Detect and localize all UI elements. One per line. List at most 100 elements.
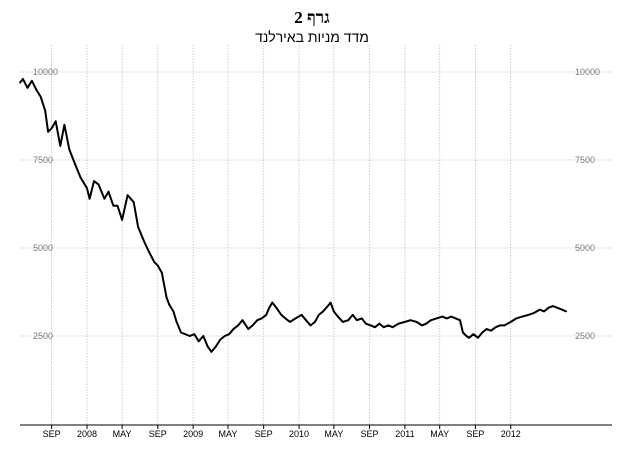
- data-point: [481, 331, 484, 334]
- data-point: [260, 317, 263, 320]
- data-point: [188, 335, 191, 337]
- data-point: [160, 271, 163, 274]
- data-point: [47, 130, 49, 133]
- x-tick-label: SEP: [466, 429, 484, 439]
- data-point: [490, 329, 492, 332]
- data-point: [477, 336, 479, 339]
- data-point: [54, 120, 57, 123]
- x-axis-ticks: SEP 2008 MAY SEP 2009 MAY SEP 2010 MAY SEP 2011 MAY…: [43, 425, 521, 439]
- data-point: [237, 324, 240, 327]
- data-point: [206, 345, 209, 348]
- x-tick-label: SEP: [361, 429, 379, 439]
- data-point: [462, 331, 464, 334]
- data-point: [197, 340, 200, 343]
- data-point: [121, 218, 123, 221]
- data-point: [126, 194, 129, 197]
- data-point: [329, 301, 332, 304]
- y-tick-label-right: 7500: [575, 155, 595, 165]
- data-point: [35, 88, 38, 91]
- data-point: [44, 109, 47, 112]
- data-point: [499, 324, 501, 327]
- data-point: [404, 321, 406, 323]
- x-tick-label: 2008: [77, 429, 97, 439]
- data-point: [468, 336, 470, 339]
- data-point: [556, 306, 559, 309]
- data-point: [268, 306, 271, 309]
- data-point: [165, 296, 168, 299]
- data-point: [445, 317, 448, 320]
- data-point: [459, 319, 461, 322]
- data-point: [232, 328, 235, 330]
- data-point: [332, 310, 335, 313]
- x-tick-label: SEP: [149, 429, 167, 439]
- y-tick-label-left: 5000: [33, 243, 53, 253]
- data-point: [271, 301, 274, 304]
- data-point: [494, 326, 497, 329]
- data-point: [241, 319, 244, 322]
- data-point: [26, 86, 29, 89]
- data-point: [322, 310, 324, 313]
- data-point: [365, 322, 367, 325]
- data-point: [527, 314, 530, 316]
- x-tick-label: 2011: [395, 429, 414, 439]
- data-point: [378, 322, 381, 325]
- data-point: [450, 315, 453, 318]
- x-tick-label: MAY: [219, 429, 238, 439]
- data-point: [503, 324, 506, 327]
- data-point: [347, 319, 350, 322]
- data-point: [73, 162, 76, 165]
- chart-title: גרף 2: [294, 8, 330, 27]
- data-point: [532, 312, 535, 314]
- data-point: [565, 310, 568, 313]
- data-point: [538, 308, 541, 311]
- data-point: [300, 314, 303, 316]
- data-point: [86, 187, 88, 190]
- data-point: [31, 79, 33, 82]
- data-point: [430, 319, 432, 322]
- data-point: [68, 148, 71, 151]
- data-point: [147, 250, 150, 253]
- data-point: [351, 314, 354, 316]
- data-point: [59, 145, 62, 147]
- x-tick-label: SEP: [43, 429, 61, 439]
- y-axis-ticks: 10000 10000 7500 7500 5000 5000 2500 2500: [33, 67, 600, 341]
- data-point: [543, 310, 545, 313]
- y-tick-label-left: 7500: [33, 155, 53, 165]
- x-tick-label: MAY: [324, 429, 343, 439]
- data-point: [63, 123, 66, 126]
- x-tick-label: 2009: [183, 429, 203, 439]
- x-tick-label: MAY: [430, 429, 449, 439]
- data-point: [93, 180, 95, 183]
- data-point: [193, 333, 196, 336]
- data-point: [219, 338, 222, 341]
- y-tick-label-left: 2500: [33, 331, 53, 341]
- data-point: [341, 321, 344, 323]
- data-point: [22, 78, 24, 80]
- data-point: [79, 176, 82, 179]
- data-point: [509, 321, 512, 323]
- data-point: [275, 306, 278, 309]
- x-tick-label: 2012: [501, 429, 521, 439]
- data-point: [409, 319, 412, 322]
- data-point: [326, 305, 329, 307]
- data-point: [397, 322, 400, 325]
- data-point: [356, 319, 358, 322]
- data-point: [88, 197, 91, 200]
- data-point: [175, 321, 178, 323]
- data-point: [337, 315, 339, 318]
- data-point: [521, 315, 524, 318]
- chart-subtitle: מדד מניות באירלנד: [255, 29, 369, 45]
- x-tick-label: 2010: [289, 429, 309, 439]
- data-point: [382, 326, 385, 329]
- data-point: [314, 321, 316, 323]
- data-point: [317, 314, 320, 316]
- data-point: [415, 321, 418, 323]
- data-point: [180, 331, 182, 334]
- data-point: [425, 322, 427, 325]
- data-point: [465, 335, 468, 337]
- data-point: [116, 204, 119, 207]
- data-point: [391, 326, 394, 329]
- data-point: [435, 317, 438, 320]
- data-point: [280, 314, 283, 316]
- data-point: [172, 310, 175, 313]
